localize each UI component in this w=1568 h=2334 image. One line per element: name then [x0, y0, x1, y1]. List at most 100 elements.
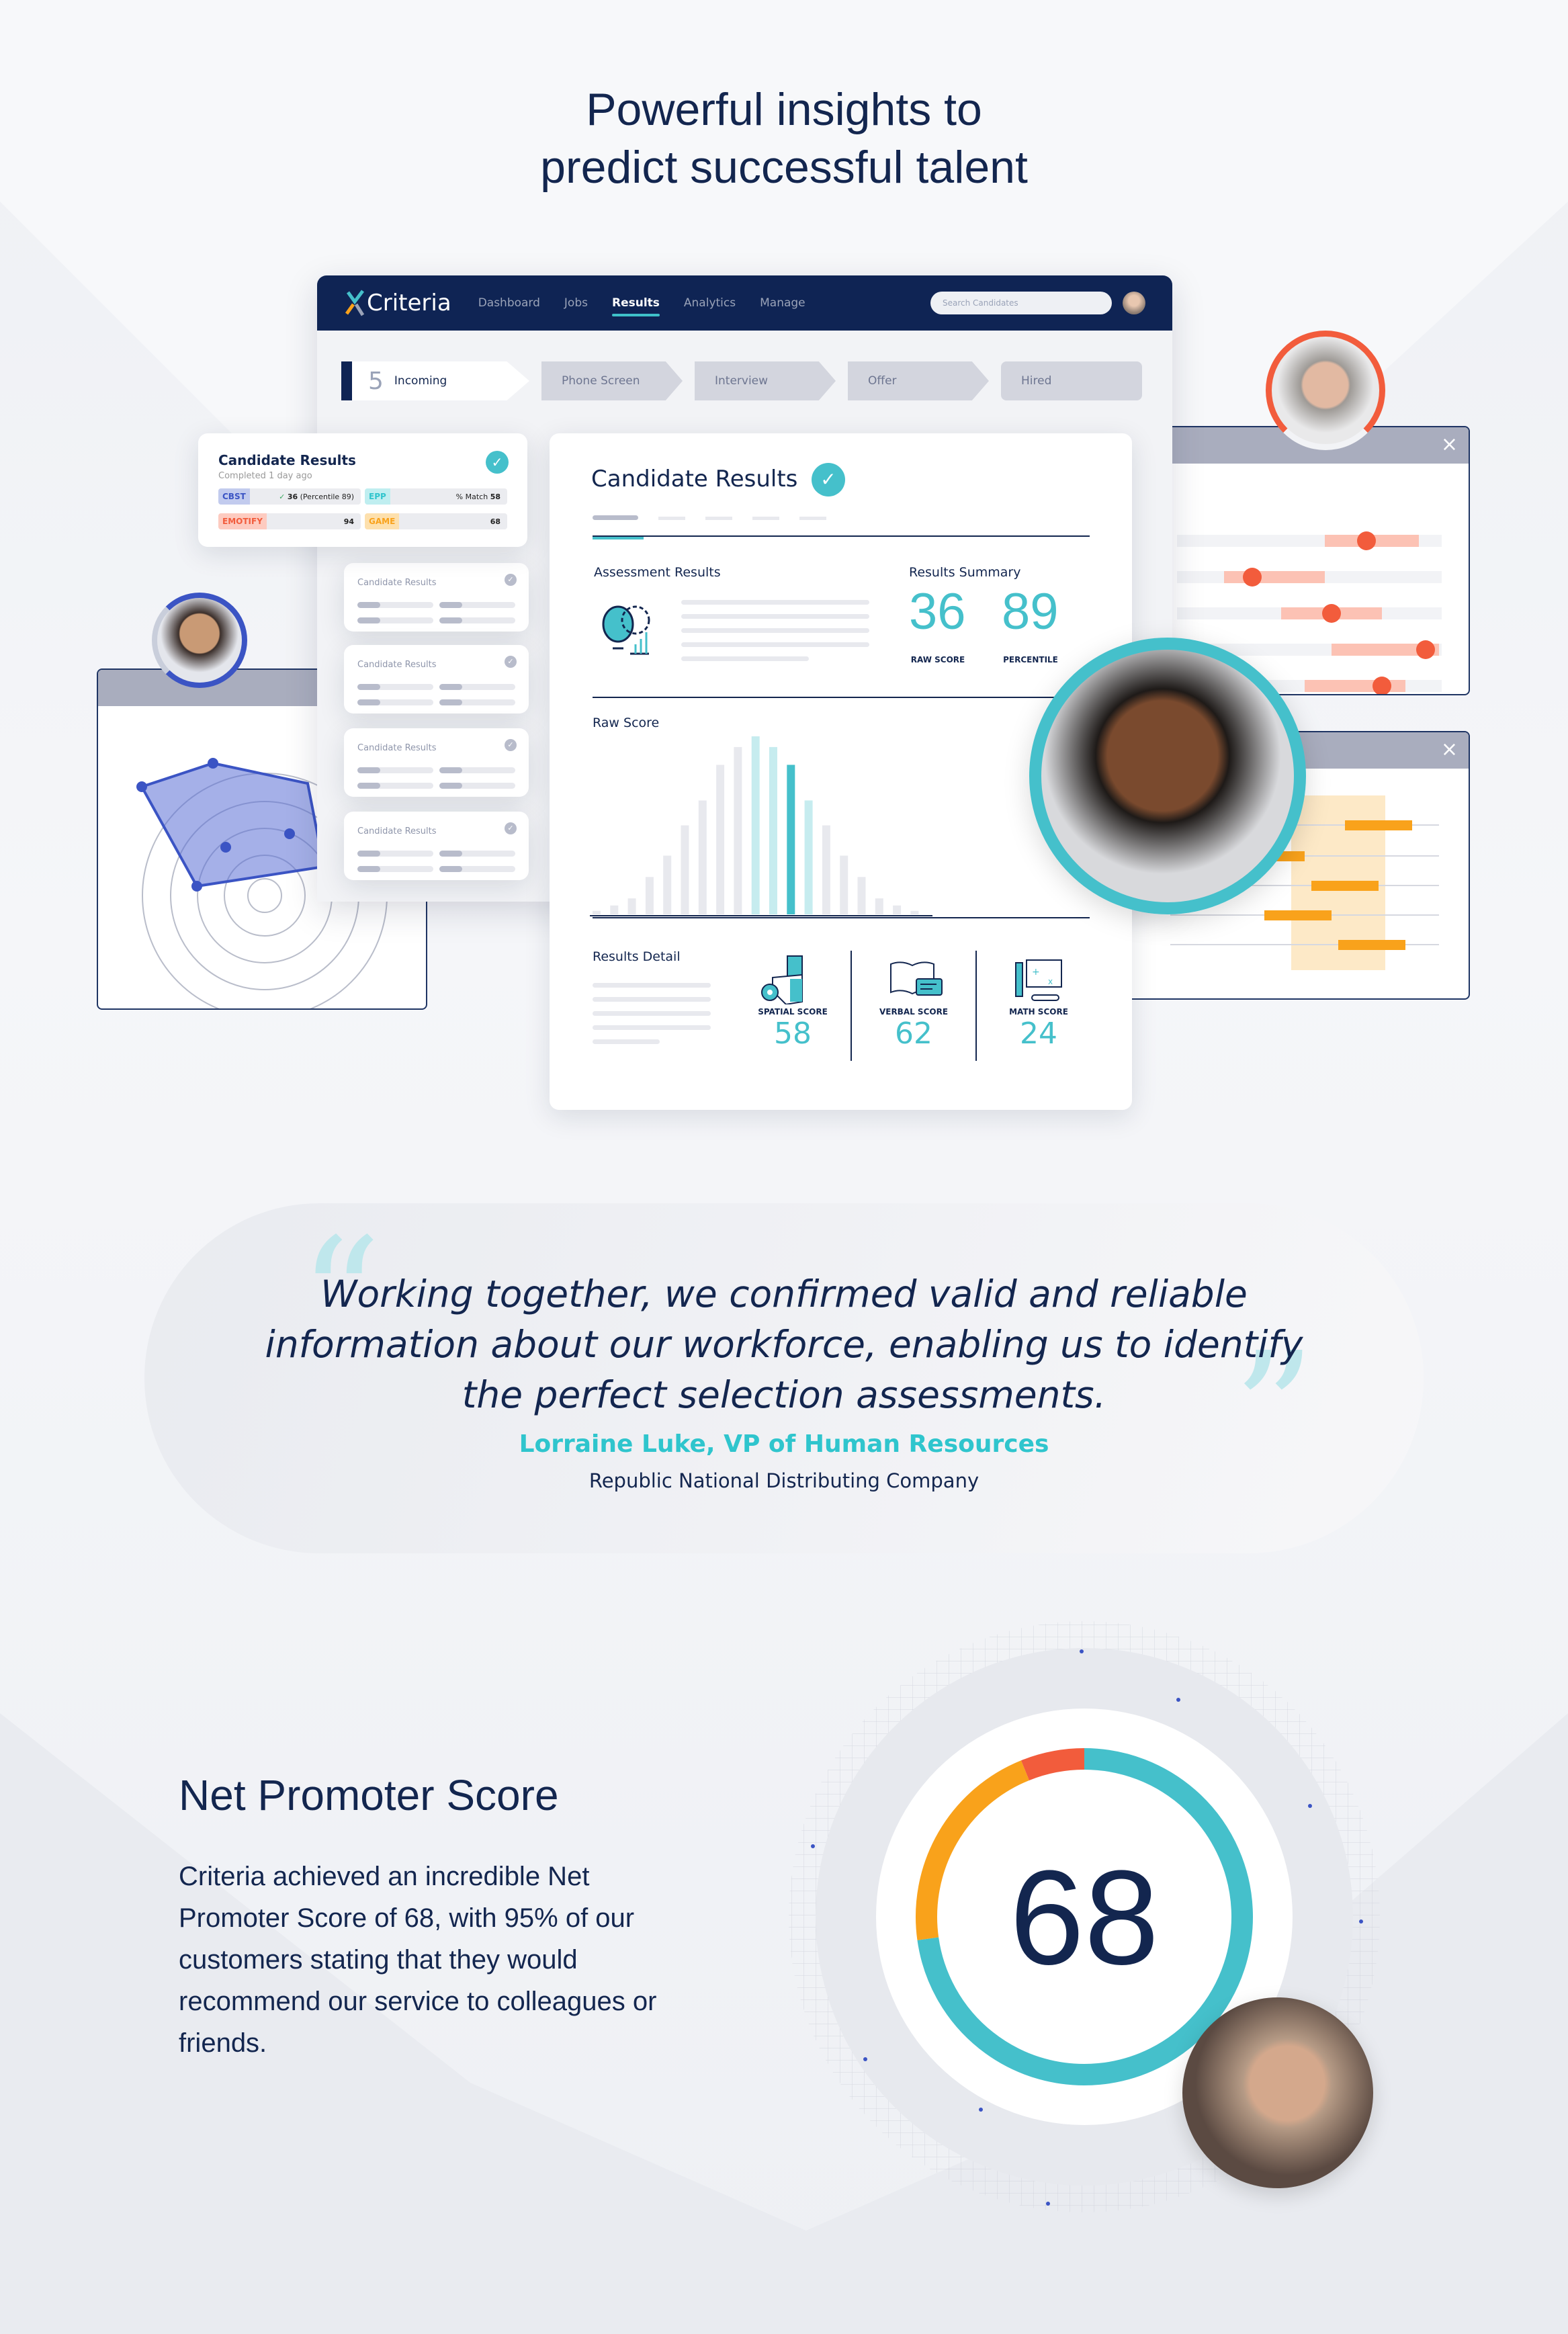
- stage-incoming[interactable]: 5 Incoming: [341, 361, 529, 400]
- spatial-score: SPATIAL SCORE 58: [746, 951, 840, 1051]
- placeholder-bar: [439, 684, 515, 690]
- distribution-bar: [716, 765, 725, 914]
- close-quote-icon: ”: [1233, 1317, 1315, 1506]
- card-title: Candidate Results: [357, 743, 437, 753]
- tab-indicator[interactable]: [799, 517, 826, 520]
- placeholder-bar: [439, 767, 515, 773]
- nav-analytics[interactable]: Analytics: [683, 296, 736, 310]
- check-icon: ✓: [505, 656, 517, 668]
- stage-offer[interactable]: Offer: [848, 361, 989, 400]
- quote-author: Lorraine Luke, VP of Human Resources: [519, 1430, 1049, 1458]
- mini-candidate-card[interactable]: Candidate Results ✓: [344, 812, 529, 880]
- mini-candidate-card[interactable]: Candidate Results ✓: [344, 728, 529, 797]
- gantt-bars: [1170, 795, 1439, 970]
- mini-candidate-card[interactable]: Candidate Results ✓: [344, 645, 529, 714]
- raw-score-distribution: [590, 736, 932, 916]
- check-icon: ✓: [486, 451, 509, 474]
- placeholder-bar: [357, 617, 433, 623]
- logo-text: Criteria: [367, 290, 451, 316]
- svg-text:+: +: [1032, 967, 1040, 978]
- raw-score-label: RAW SCORE: [910, 655, 965, 664]
- quote-text: Working together, we confirmed valid and…: [265, 1272, 1303, 1416]
- testimonial: “ ” Working together, we confirmed valid…: [144, 1203, 1424, 1553]
- distribution-bar: [734, 746, 742, 914]
- top-nav: Criteria Dashboard Jobs Results Analytic…: [317, 275, 1172, 331]
- tag-game: GAME 68: [365, 513, 507, 529]
- check-icon: ✓: [505, 574, 517, 586]
- score-label: VERBAL SCORE: [879, 1007, 949, 1017]
- score-value: 24: [1020, 1017, 1057, 1051]
- placeholder-bar: [357, 767, 433, 773]
- detractor-arc: [1020, 1748, 1085, 1781]
- score-value: 58: [774, 1017, 812, 1051]
- criteria-logo-icon: [345, 290, 365, 316]
- close-icon[interactable]: ×: [1440, 738, 1458, 761]
- support-agent-avatar: [1182, 1997, 1373, 2188]
- check-icon: ✓: [279, 492, 288, 501]
- percentile-label: PERCENTILE: [1003, 655, 1058, 664]
- placeholder-bar: [439, 866, 515, 872]
- placeholder-bar: [357, 699, 433, 705]
- placeholder-bar: [439, 602, 515, 608]
- distribution-bar: [787, 765, 795, 914]
- divider: [975, 951, 977, 1061]
- tab-indicator[interactable]: [752, 517, 779, 520]
- user-avatar[interactable]: [1123, 292, 1145, 314]
- check-icon: ✓: [505, 739, 517, 751]
- candidate-avatar-woman-gray: [1266, 331, 1385, 450]
- math-board-icon: +x: [1015, 959, 1062, 1001]
- nps-title: Net Promoter Score: [179, 1771, 559, 1819]
- placeholder-bar: [357, 866, 433, 872]
- headline: Powerful insights to predict successful …: [0, 81, 1568, 196]
- tag-value: 68: [490, 517, 500, 526]
- score-value: 62: [895, 1017, 932, 1051]
- lightbulb-gear-icon: [602, 605, 650, 655]
- mini-candidate-card[interactable]: Candidate Results ✓: [344, 563, 529, 632]
- stage-interview[interactable]: Interview: [695, 361, 836, 400]
- distribution-bar: [822, 825, 830, 914]
- distribution-bar: [610, 905, 619, 914]
- distribution-bar: [627, 898, 636, 914]
- tab-indicator-active[interactable]: [593, 515, 638, 520]
- distribution-bar: [840, 855, 848, 914]
- percentile-value: 89: [1002, 583, 1059, 640]
- tab-indicator[interactable]: [658, 517, 685, 520]
- candidate-avatar-man: [152, 593, 247, 688]
- svg-text:x: x: [1048, 977, 1053, 986]
- placeholder-bar: [357, 602, 433, 608]
- nav-jobs[interactable]: Jobs: [564, 296, 588, 310]
- stage-phone-screen[interactable]: Phone Screen: [541, 361, 683, 400]
- tag-value: 58: [490, 492, 500, 501]
- distribution-bar: [663, 855, 672, 914]
- nav-results[interactable]: Results: [611, 296, 660, 316]
- distribution-bar: [875, 898, 883, 914]
- distribution-bar: [804, 800, 813, 914]
- placeholder-bar: [439, 699, 515, 705]
- tab-indicator[interactable]: [705, 517, 732, 520]
- check-icon: ✓: [505, 822, 517, 834]
- search-input[interactable]: Search Candidates: [930, 292, 1112, 314]
- check-icon: ✓: [812, 463, 845, 496]
- nav-dashboard[interactable]: Dashboard: [478, 296, 540, 310]
- close-icon[interactable]: ×: [1440, 433, 1458, 456]
- candidate-summary-card[interactable]: Candidate Results Completed 1 day ago ✓ …: [198, 433, 527, 547]
- assessment-results-label: Assessment Results: [594, 565, 721, 580]
- nav-manage[interactable]: Manage: [760, 296, 805, 310]
- distribution-bar: [857, 877, 866, 914]
- verbal-score: VERBAL SCORE 62: [867, 951, 961, 1051]
- tag-epp: EPP % Match 58: [365, 488, 507, 505]
- stage-hired[interactable]: Hired: [1001, 361, 1142, 400]
- distribution-bar: [910, 910, 919, 914]
- tag-detail: % Match: [455, 492, 488, 501]
- quote-company: Republic National Distributing Company: [589, 1469, 979, 1492]
- score-label: SPATIAL SCORE: [758, 1007, 828, 1017]
- distribution-bar: [681, 825, 689, 914]
- criteria-logo[interactable]: Criteria: [344, 290, 451, 316]
- card-title: Candidate Results: [218, 452, 356, 468]
- divider: [593, 917, 1090, 918]
- book-chat-icon: [890, 961, 943, 996]
- card-title: Candidate Results: [357, 578, 437, 588]
- tag-label: GAME: [365, 513, 400, 529]
- active-underline: [593, 537, 644, 539]
- candidate-avatar-woman-featured: [1029, 638, 1306, 914]
